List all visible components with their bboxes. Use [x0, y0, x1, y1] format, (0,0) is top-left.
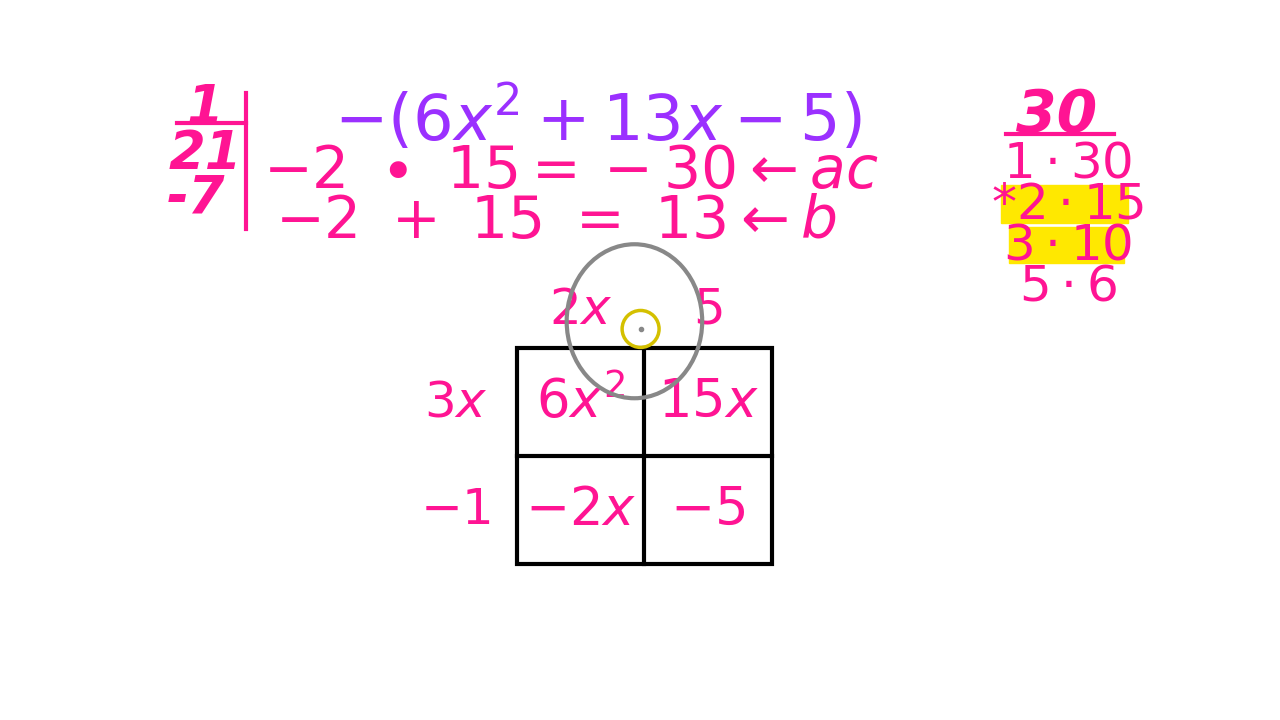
Text: $5\cdot6$: $5\cdot6$	[1019, 263, 1117, 310]
Text: 21: 21	[169, 128, 242, 180]
Text: $-5$: $-5$	[671, 484, 745, 536]
Text: $-2\ +\ 15\ =\ 13 \leftarrow b$: $-2\ +\ 15\ =\ 13 \leftarrow b$	[275, 193, 837, 250]
Bar	[1009, 228, 1124, 263]
Text: $2x$: $2x$	[549, 286, 613, 333]
Text: $15x$: $15x$	[658, 376, 758, 428]
Text: $-1$: $-1$	[420, 486, 492, 534]
Text: $3\cdot10$: $3\cdot10$	[1004, 222, 1133, 270]
Text: $-2x$: $-2x$	[525, 484, 636, 536]
Text: $6x^2$: $6x^2$	[536, 375, 626, 428]
Text: $5$: $5$	[694, 286, 723, 333]
Bar	[517, 348, 772, 564]
Text: $3x$: $3x$	[424, 378, 488, 426]
Text: 30: 30	[1016, 87, 1097, 144]
Bar	[1001, 185, 1128, 223]
Text: $-2\ \bullet\ 15 = -30 \leftarrow ac$: $-2\ \bullet\ 15 = -30 \leftarrow ac$	[264, 143, 879, 199]
Text: -7: -7	[166, 172, 225, 224]
Text: 1: 1	[187, 82, 224, 134]
Text: $1\cdot30$: $1\cdot30$	[1004, 140, 1133, 187]
Text: $*2\cdot15$: $*2\cdot15$	[991, 181, 1144, 229]
Text: $-(6x^2+13x-5)$: $-(6x^2+13x-5)$	[334, 84, 863, 154]
